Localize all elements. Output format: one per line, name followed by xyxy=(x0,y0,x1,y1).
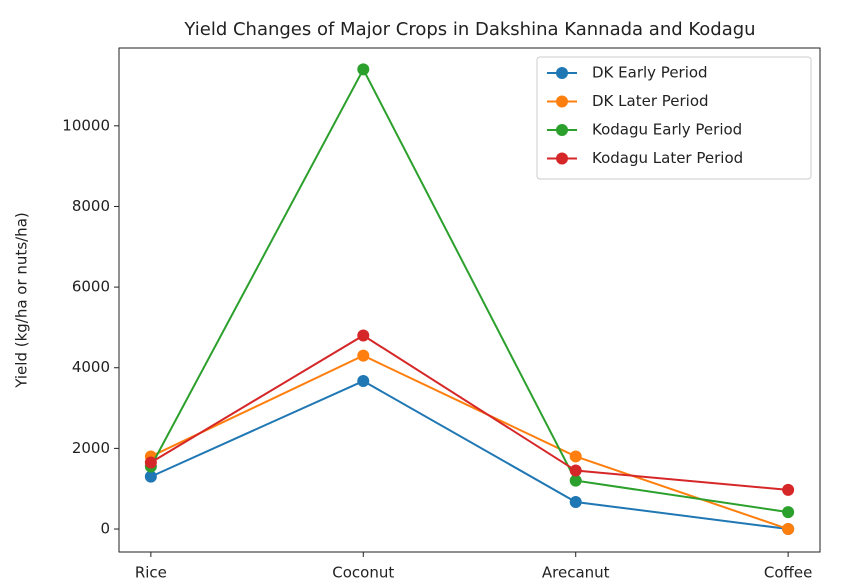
y-tick-label: 8000 xyxy=(72,197,110,215)
data-point xyxy=(569,464,582,477)
data-point xyxy=(569,496,582,509)
legend-label: DK Later Period xyxy=(592,92,709,110)
series-line xyxy=(150,354,789,530)
data-point xyxy=(782,483,795,496)
y-tick-label: 2000 xyxy=(72,439,110,457)
data-point xyxy=(782,523,795,536)
data-point xyxy=(357,329,370,342)
x-tick-label: Rice xyxy=(135,564,167,582)
y-tick-label: 10000 xyxy=(62,116,110,134)
data-point xyxy=(357,375,370,388)
data-point xyxy=(357,349,370,362)
data-point xyxy=(357,63,370,76)
legend-label: DK Early Period xyxy=(592,64,708,82)
data-point xyxy=(144,470,157,483)
data-point xyxy=(569,450,582,463)
series-line xyxy=(150,379,789,531)
plot-frame xyxy=(118,47,821,553)
series-line xyxy=(149,67,789,514)
x-tick-label: Coffee xyxy=(764,564,812,582)
x-tick-label: Arecanut xyxy=(542,564,610,582)
legend-marker xyxy=(556,67,568,79)
x-tick-label: Coconut xyxy=(332,564,394,582)
data-point xyxy=(144,456,157,469)
data-point xyxy=(569,474,582,487)
legend-marker xyxy=(556,124,568,136)
y-axis-label: Yield (kg/ha or nuts/ha) xyxy=(13,212,31,389)
y-tick-label: 0 xyxy=(100,520,110,538)
chart-title: Yield Changes of Major Crops in Dakshina… xyxy=(183,19,755,40)
series-line xyxy=(150,334,789,491)
y-tick-label: 6000 xyxy=(72,278,110,296)
legend-label: Kodagu Early Period xyxy=(592,121,742,139)
legend-marker xyxy=(556,152,568,165)
data-point xyxy=(782,506,795,519)
y-tick-label: 4000 xyxy=(72,358,110,376)
legend-box xyxy=(536,56,812,180)
legend: DK Early Period DK Later Period Kodagu Ear… xyxy=(536,56,812,180)
legend-marker xyxy=(556,95,568,108)
legend-label: Kodagu Later Period xyxy=(592,149,743,167)
